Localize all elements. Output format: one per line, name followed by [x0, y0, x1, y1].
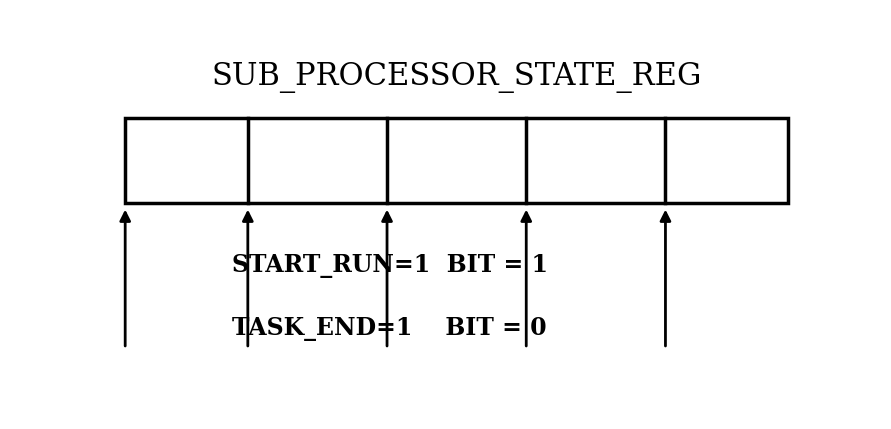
Text: TASK_END=1    BIT = 0: TASK_END=1 BIT = 0 [233, 317, 547, 341]
Text: START_RUN=1  BIT = 1: START_RUN=1 BIT = 1 [233, 254, 548, 278]
Text: SUB_PROCESSOR_STATE_REG: SUB_PROCESSOR_STATE_REG [211, 62, 702, 94]
Bar [125, 118, 789, 203]
